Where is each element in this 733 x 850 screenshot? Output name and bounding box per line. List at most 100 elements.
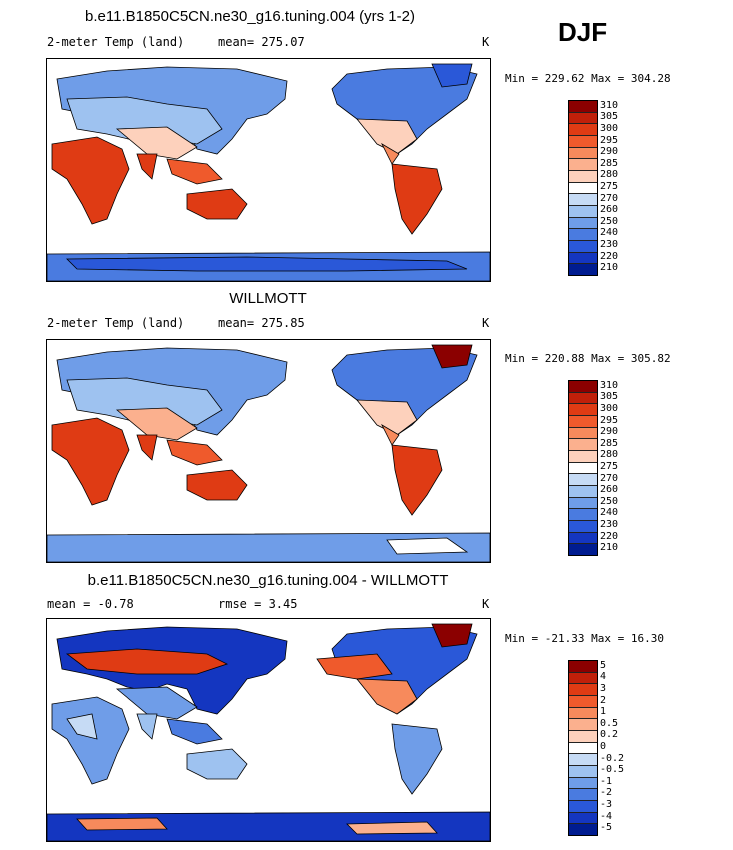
colorbar-swatch <box>569 754 597 767</box>
panel2-variable-label: 2-meter Temp (land) <box>47 316 185 330</box>
colorbar-swatch <box>569 672 597 685</box>
colorbar-tick-label: 240 <box>600 507 619 519</box>
colorbar-swatch <box>569 392 597 405</box>
colorbar-swatch <box>569 147 597 160</box>
colorbar-swatch <box>569 241 597 253</box>
colorbar-swatch <box>569 801 597 813</box>
colorbar-tick-label: 270 <box>600 192 619 204</box>
panel1-colorbar <box>568 100 598 276</box>
colorbar-tick-label: -4 <box>600 810 613 822</box>
colorbar-tick-label: 220 <box>600 530 619 542</box>
panel2-colorbar <box>568 380 598 556</box>
colorbar-swatch <box>569 696 597 708</box>
season-label: DJF <box>558 17 608 47</box>
panel3-colorbar <box>568 660 598 836</box>
panel2-units-label: K <box>482 316 490 330</box>
colorbar-swatch <box>569 101 597 113</box>
colorbar-tick-label: -2 <box>600 787 613 799</box>
colorbar-swatch <box>569 532 597 545</box>
panel1-title: b.e11.B1850C5CN.ne30_g16.tuning.004 (yrs… <box>85 8 415 25</box>
colorbar-swatch <box>569 766 597 778</box>
panel1-variable-label: 2-meter Temp (land) <box>47 35 185 49</box>
colorbar-tick-label: 4 <box>600 671 607 683</box>
colorbar-swatch <box>569 661 597 673</box>
colorbar-tick-label: 290 <box>600 146 619 158</box>
colorbar-swatch <box>569 812 597 825</box>
colorbar-tick-label: 295 <box>600 134 619 146</box>
colorbar-tick-label: 0 <box>600 741 607 752</box>
colorbar-tick-label: 305 <box>600 391 619 403</box>
panel2-mean-label: mean= 275.85 <box>218 316 305 330</box>
colorbar-tick-label: 260 <box>600 484 619 496</box>
colorbar-swatch <box>569 462 597 475</box>
panel3-minmax: Min = -21.33 Max = 16.30 <box>505 632 664 645</box>
panel3-units-label: K <box>482 597 490 611</box>
colorbar-tick-label: 240 <box>600 227 619 239</box>
colorbar-tick-label: 230 <box>600 239 619 250</box>
colorbar-tick-label: 295 <box>600 414 619 426</box>
colorbar-swatch <box>569 217 597 230</box>
colorbar-swatch <box>569 684 597 697</box>
colorbar-tick-label: 220 <box>600 250 619 262</box>
colorbar-swatch <box>569 264 597 276</box>
colorbar-swatch <box>569 497 597 510</box>
panel3-rmse-label: rmse = 3.45 <box>218 597 298 611</box>
colorbar-tick-label: 285 <box>600 437 619 449</box>
panel1-units-label: K <box>482 35 490 49</box>
colorbar-swatch <box>569 252 597 265</box>
colorbar-swatch <box>569 124 597 137</box>
panel3-map <box>46 618 491 842</box>
colorbar-swatch <box>569 521 597 533</box>
panel2-map <box>46 339 491 563</box>
colorbar-swatch <box>569 381 597 393</box>
colorbar-swatch <box>569 416 597 428</box>
colorbar-tick-label: 250 <box>600 495 619 507</box>
colorbar-tick-label: 210 <box>600 542 619 554</box>
colorbar-tick-label: 0.2 <box>600 729 619 741</box>
colorbar-tick-label: 305 <box>600 111 619 123</box>
colorbar-swatch <box>569 229 597 242</box>
colorbar-tick-label: 3 <box>600 683 607 694</box>
colorbar-tick-label: 1 <box>600 706 607 718</box>
colorbar-tick-label: 230 <box>600 519 619 530</box>
colorbar-tick-label: 210 <box>600 262 619 274</box>
colorbar-tick-label: -1 <box>600 775 613 787</box>
colorbar-tick-label: -0.2 <box>600 752 625 764</box>
panel3-title: b.e11.B1850C5CN.ne30_g16.tuning.004 - WI… <box>87 572 449 589</box>
colorbar-swatch <box>569 182 597 195</box>
colorbar-tick-label: 280 <box>600 449 619 461</box>
colorbar-swatch <box>569 171 597 183</box>
colorbar-swatch <box>569 707 597 720</box>
colorbar-tick-label: 260 <box>600 204 619 216</box>
colorbar-swatch <box>569 404 597 417</box>
colorbar-tick-label: -3 <box>600 799 613 810</box>
colorbar-swatch <box>569 112 597 125</box>
colorbar-swatch <box>569 136 597 148</box>
colorbar-swatch <box>569 731 597 743</box>
colorbar-tick-label: 0.5 <box>600 717 619 729</box>
colorbar-swatch <box>569 159 597 172</box>
colorbar-swatch <box>569 824 597 836</box>
colorbar-swatch <box>569 439 597 452</box>
colorbar-tick-label: 275 <box>600 461 619 472</box>
colorbar-swatch <box>569 719 597 732</box>
colorbar-swatch <box>569 206 597 218</box>
colorbar-tick-label: 5 <box>600 659 607 671</box>
colorbar-tick-label: -5 <box>600 822 613 834</box>
colorbar-swatch <box>569 777 597 790</box>
colorbar-tick-label: 290 <box>600 426 619 438</box>
colorbar-tick-label: 300 <box>600 123 619 134</box>
colorbar-swatch <box>569 742 597 755</box>
panel2-title: WILLMOTT <box>229 290 307 307</box>
colorbar-swatch <box>569 451 597 463</box>
colorbar-swatch <box>569 509 597 522</box>
colorbar-swatch <box>569 789 597 802</box>
colorbar-tick-label: 310 <box>600 379 619 391</box>
colorbar-swatch <box>569 544 597 556</box>
colorbar-tick-label: 2 <box>600 694 607 706</box>
colorbar-swatch <box>569 427 597 440</box>
panel1-mean-label: mean= 275.07 <box>218 35 305 49</box>
colorbar-tick-label: 280 <box>600 169 619 181</box>
colorbar-tick-label: 300 <box>600 403 619 414</box>
colorbar-tick-label: 310 <box>600 99 619 111</box>
